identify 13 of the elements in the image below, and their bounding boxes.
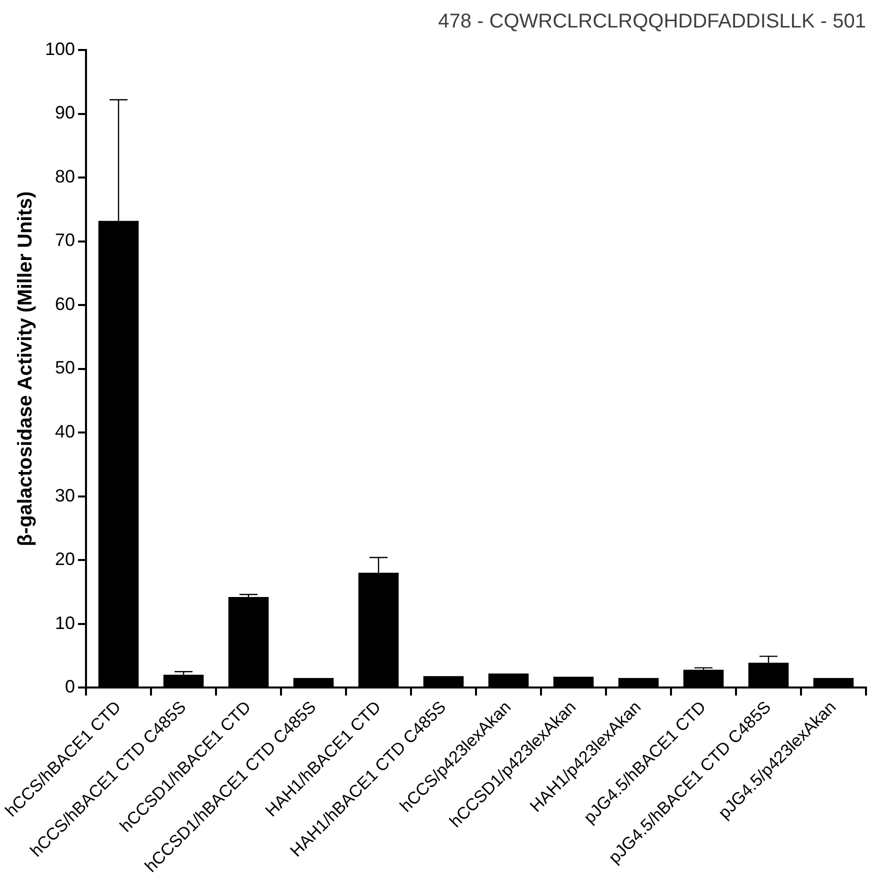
y-tick-label: 10 (55, 612, 76, 633)
y-tick-label: 100 (44, 38, 76, 59)
y-tick-label: 90 (55, 102, 76, 123)
y-tick-label: 40 (55, 422, 76, 442)
y-axis-title: β-galactosidase Activity (Miller Units) (14, 191, 37, 546)
y-tick-label: 80 (55, 166, 76, 186)
y-tick-label: 0 (65, 676, 76, 697)
chart-title: 478 - CQWRCLRCLRQQHDDFADDISLLK - 501 (438, 10, 866, 33)
y-tick-label: 30 (55, 485, 76, 506)
y-tick-label: 20 (55, 549, 76, 570)
y-tick-label: 50 (55, 358, 76, 378)
y-tick-label: 70 (55, 230, 76, 250)
y-tick-label: 60 (55, 294, 76, 314)
